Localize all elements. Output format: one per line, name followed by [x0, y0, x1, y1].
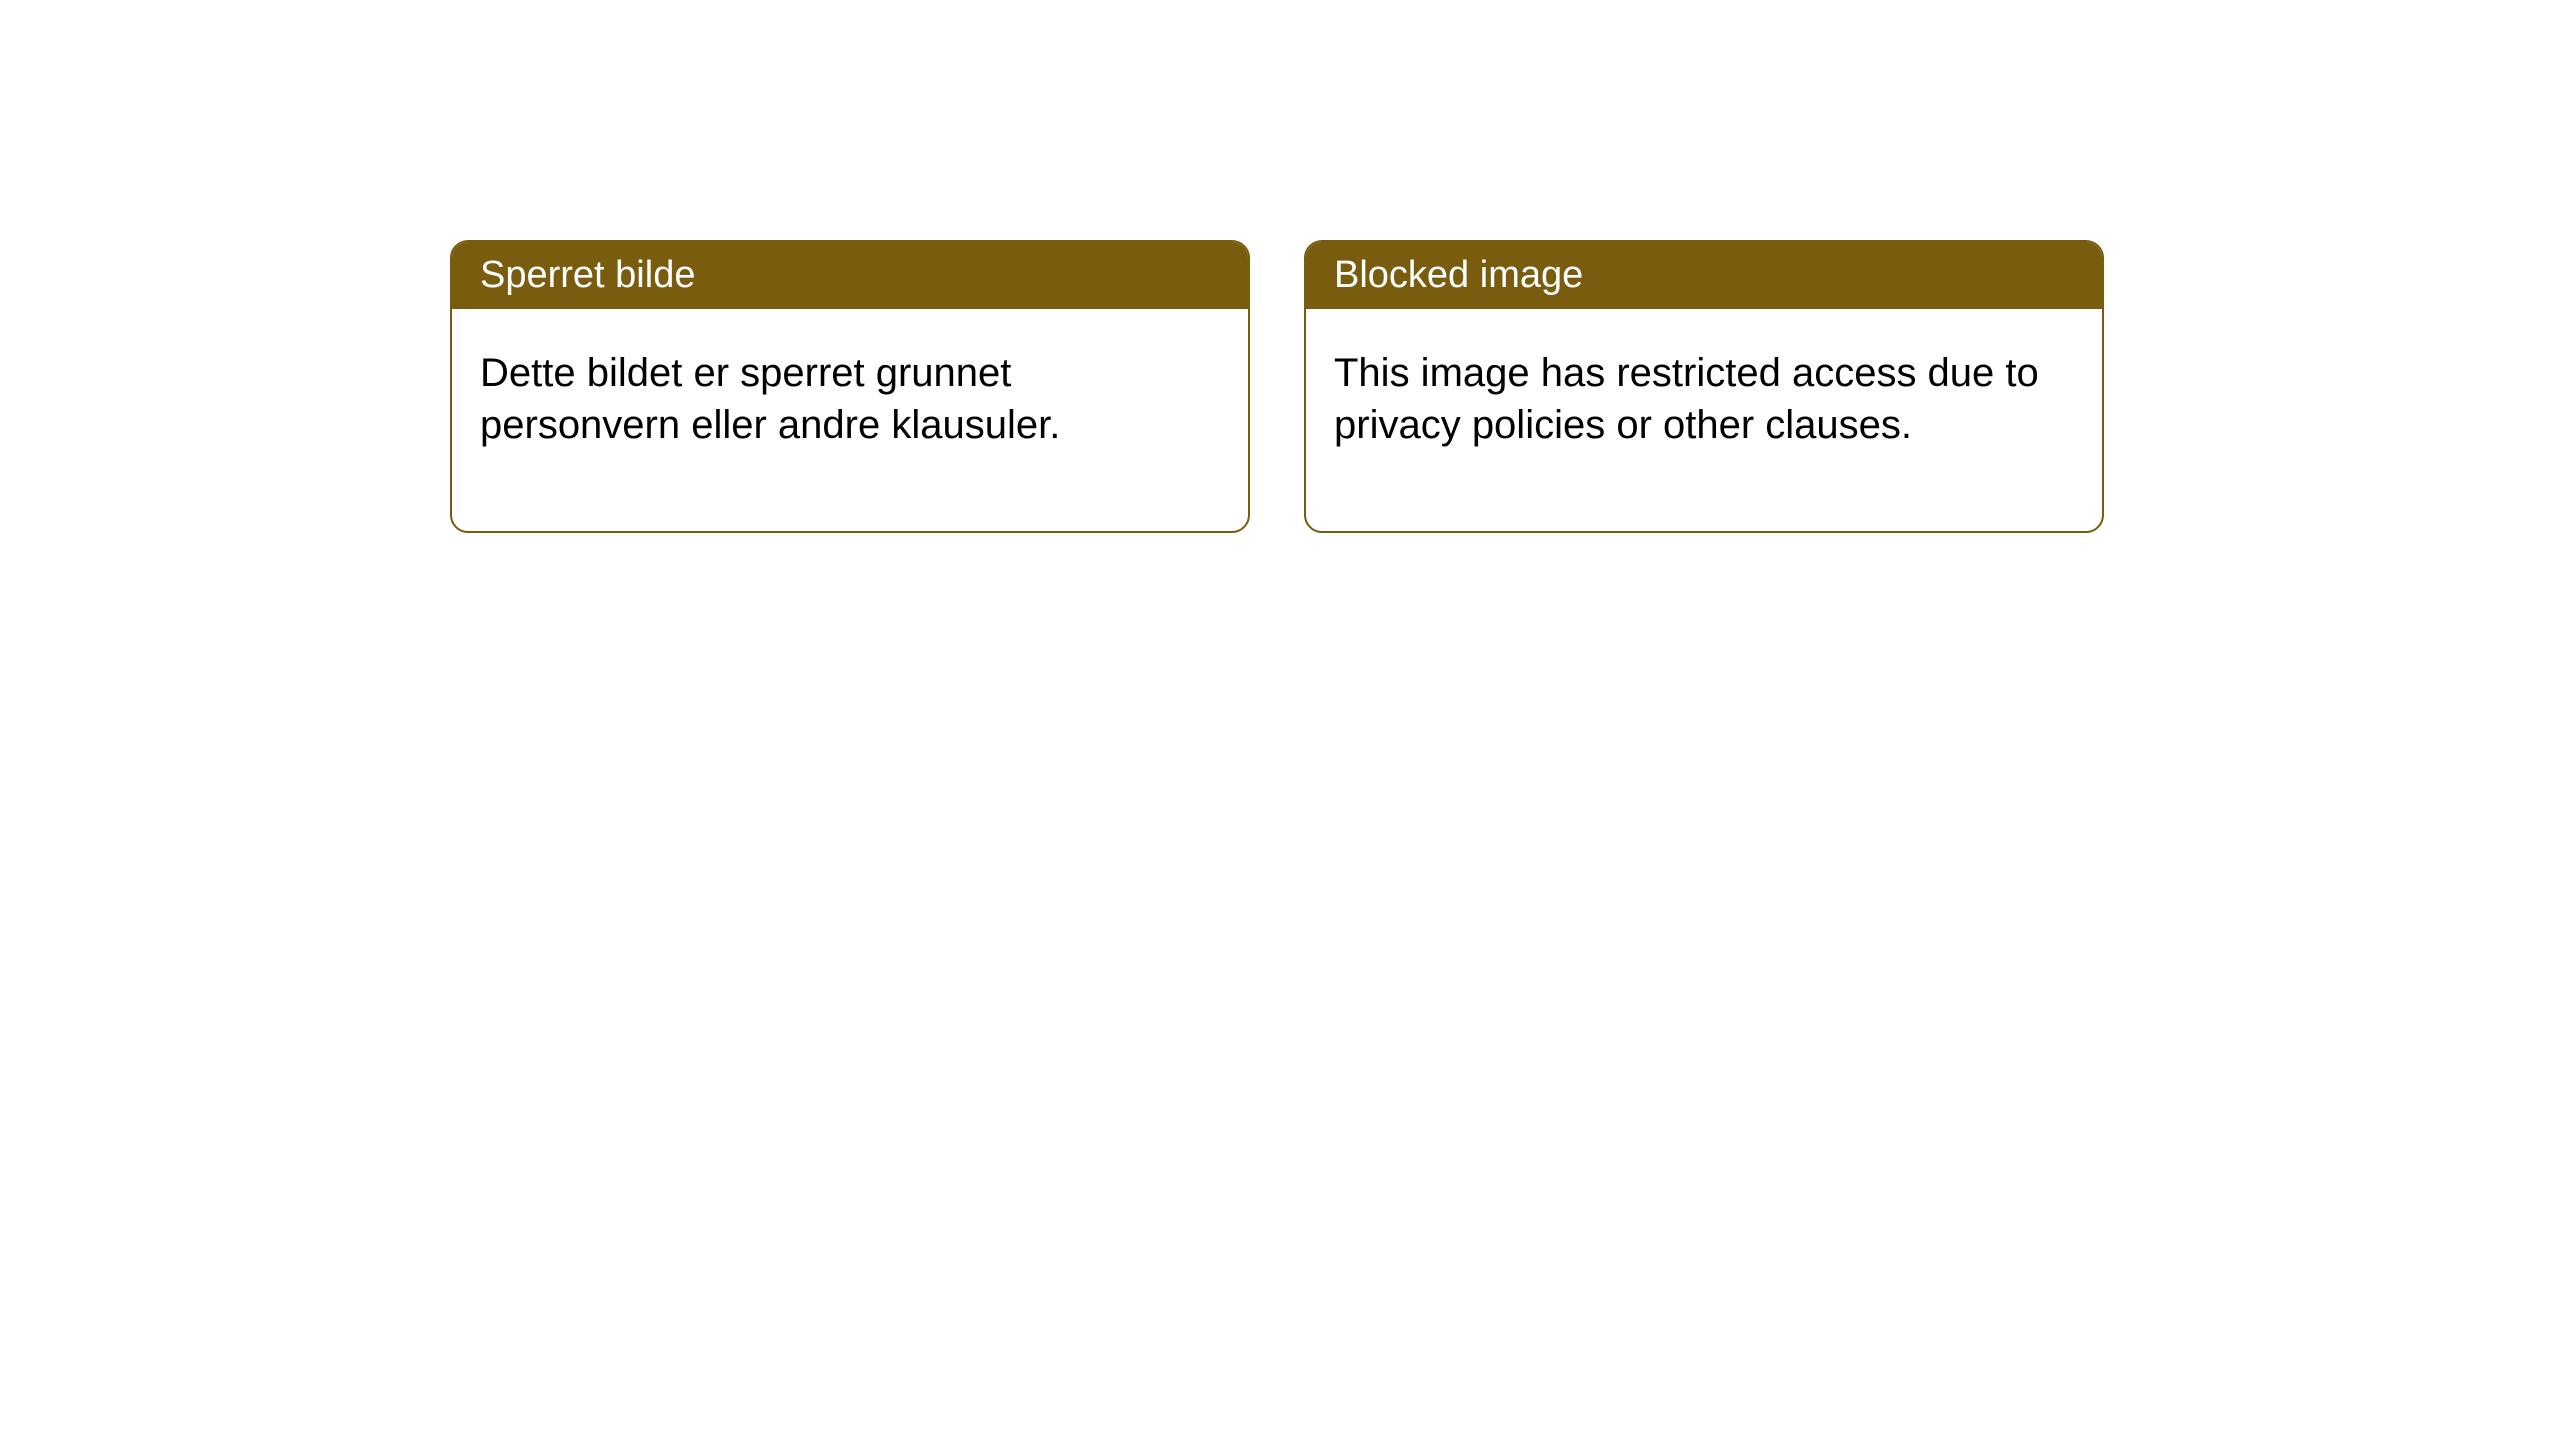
card-body-english: This image has restricted access due to …	[1306, 309, 2102, 531]
notice-container: Sperret bilde Dette bildet er sperret gr…	[0, 0, 2560, 533]
notice-card-english: Blocked image This image has restricted …	[1304, 240, 2104, 533]
card-body-norwegian: Dette bildet er sperret grunnet personve…	[452, 309, 1248, 531]
card-title-norwegian: Sperret bilde	[452, 242, 1248, 309]
card-title-english: Blocked image	[1306, 242, 2102, 309]
notice-card-norwegian: Sperret bilde Dette bildet er sperret gr…	[450, 240, 1250, 533]
